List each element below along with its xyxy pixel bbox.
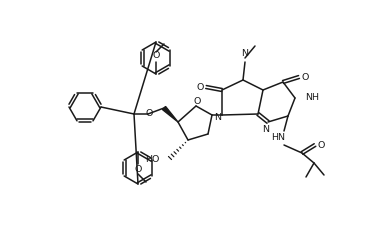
Polygon shape [162, 106, 178, 122]
Text: HO: HO [146, 156, 160, 164]
Text: N: N [242, 50, 249, 59]
Text: O: O [196, 83, 204, 92]
Text: HN: HN [271, 134, 285, 143]
Text: O: O [302, 72, 309, 81]
Text: O: O [146, 109, 153, 118]
Text: NH: NH [305, 93, 319, 102]
Text: N: N [262, 125, 270, 134]
Text: N: N [214, 114, 222, 122]
Text: O: O [194, 97, 201, 105]
Text: O: O [134, 165, 142, 174]
Text: O: O [317, 140, 325, 149]
Text: O: O [152, 51, 160, 60]
